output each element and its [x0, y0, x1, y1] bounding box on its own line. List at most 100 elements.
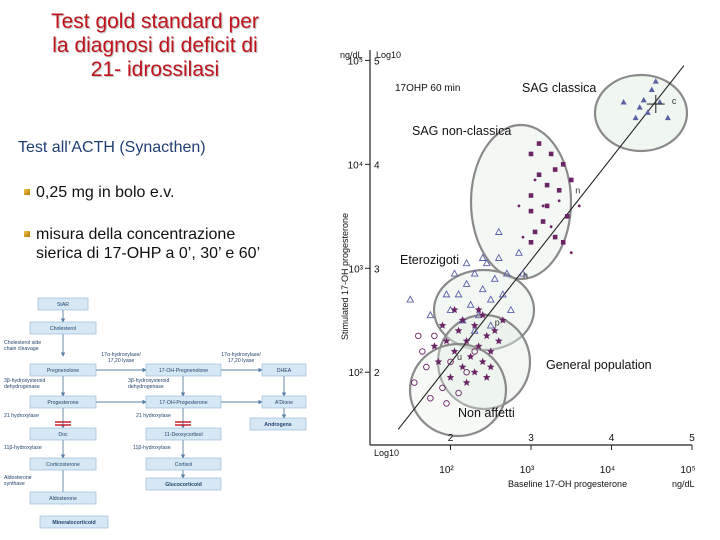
point-eterozigoti-24 — [514, 248, 523, 256]
ohp-scatter-chart: ng/dL Log10 ng/dL Log10 17OHP 60 min Bas… — [340, 50, 696, 489]
point-eterozigoti-12 — [470, 326, 479, 334]
node-glucocorticoid-box — [145, 477, 222, 491]
point-non-classica-extra-4 — [557, 199, 561, 203]
y-tick-label-5: 10⁵ — [348, 56, 363, 67]
node-11-deoxycortisol: 11-Deoxycortisol — [164, 432, 202, 438]
label-aldo-synthase-b: synthase — [4, 481, 25, 487]
node-androgens: Androgens — [264, 422, 291, 428]
point-general-population-2 — [450, 347, 459, 355]
node-doc: Doc — [58, 432, 68, 438]
point-non-classica-8 — [536, 141, 542, 146]
node-cortisol: Cortisol — [175, 462, 193, 468]
point-general-population-6 — [466, 352, 475, 360]
x-tick-log-4: 4 — [609, 433, 615, 444]
point-non-classica-14 — [568, 177, 574, 183]
point-eterozigoti-1 — [454, 290, 463, 298]
y-log-unit-label: Log10 — [376, 50, 401, 60]
point-label-h: h — [523, 271, 528, 281]
node-deoxycortisol-box — [145, 427, 222, 441]
label-lyase-2b: 17,20 lyase — [228, 358, 255, 364]
x-tick-log-2: 2 — [448, 433, 454, 444]
point-non-affetti-7 — [431, 332, 438, 340]
point-non-affetti-0 — [411, 379, 418, 386]
point-general-population-16 — [450, 305, 459, 314]
node-adione-box — [261, 395, 307, 409]
point-eterozigoti-18 — [450, 269, 459, 277]
point-non-classica-13 — [552, 234, 558, 240]
point-classica-2 — [648, 86, 655, 92]
point-general-population-17 — [478, 311, 487, 319]
point-non-classica-extra-7 — [569, 251, 573, 255]
point-general-population-12 — [446, 373, 455, 381]
node-dhea: DHEA — [277, 368, 292, 374]
slide-title: Test gold standard per la diagnosi di de… — [10, 10, 300, 82]
label-sag-nonclassica: SAG non-classica — [412, 124, 511, 138]
point-classica-8 — [640, 96, 647, 103]
point-general-population-4 — [458, 363, 467, 371]
label-general-population: General population — [546, 358, 652, 372]
label-eterozigoti: Eterozigoti — [400, 253, 459, 267]
point-eterozigoti-2 — [462, 279, 471, 287]
point-general-population-22 — [474, 305, 483, 314]
x-unit-label: ng/dL — [672, 479, 695, 489]
point-non-classica-7 — [556, 188, 562, 193]
y-tick-log-4: 4 — [374, 160, 380, 171]
point-eterozigoti-22 — [426, 310, 435, 319]
node-17oh-prog-box — [145, 395, 222, 409]
y-tick-label-4: 10⁴ — [348, 160, 363, 171]
subtitle: Test all’ACTH (Synacthen) — [18, 139, 206, 156]
title-line-3: 21- idrossilasi — [90, 58, 220, 81]
point-non-affetti-2 — [427, 394, 434, 402]
node-adione: A'Dione — [275, 400, 293, 406]
point-non-classica-extra-5 — [521, 235, 525, 239]
x-tick-label-3: 10³ — [520, 465, 535, 476]
label-11b-hydroxylase-a: 11β-hydroxylase — [4, 445, 42, 451]
point-non-classica-0 — [528, 151, 534, 157]
point-general-population-10 — [482, 331, 491, 340]
x-tick-label-5: 10⁵ — [680, 465, 695, 476]
point-general-population-18 — [438, 321, 447, 329]
label-sag-classica: SAG classica — [522, 81, 596, 95]
point-non-classica-16 — [560, 240, 566, 245]
node-star: StAR — [57, 302, 69, 308]
point-general-population-7 — [470, 321, 479, 329]
point-eterozigoti-6 — [478, 284, 487, 293]
point-non-classica-15 — [532, 229, 538, 235]
node-cortisol-box — [145, 457, 222, 471]
steroid-pathway-diagram: StAR Cholesterol Cholesterol side chain … — [4, 297, 307, 529]
point-general-population-20 — [462, 378, 471, 386]
point-non-affetti-3 — [439, 384, 446, 392]
point-eterozigoti-23 — [494, 227, 503, 235]
point-non-classica-extra-2 — [541, 204, 545, 208]
point-label-n: n — [575, 185, 580, 195]
point-eterozigoti-4 — [470, 269, 479, 277]
node-pregnenolone: Pregnenolone — [47, 368, 79, 374]
node-17oh-progesterone: 17-OH-Progesterone — [159, 400, 207, 406]
point-non-classica-12 — [564, 214, 570, 219]
point-general-population-24 — [430, 342, 439, 350]
point-label-p: p — [495, 317, 500, 327]
point-eterozigoti-21 — [406, 295, 415, 303]
label-hsd-1a: 3β-hydroxysteroid — [4, 378, 45, 384]
tick-marks — [365, 59, 693, 450]
point-eterozigoti-13 — [486, 321, 495, 329]
point-general-population-11 — [486, 347, 495, 355]
point-eterozigoti-10 — [494, 253, 503, 261]
label-side-chain-2: chain cleavage — [4, 346, 39, 352]
point-non-classica-extra-1 — [533, 178, 537, 182]
x-axis-title: Baseline 17-OH progesterone — [508, 479, 627, 489]
y-tick-label-3: 10³ — [349, 264, 364, 275]
point-general-population-9 — [478, 357, 487, 366]
point-non-classica-3 — [544, 182, 550, 188]
point-non-classica-17 — [528, 240, 534, 245]
point-eterozigoti-19 — [506, 305, 515, 313]
point-non-affetti-9 — [443, 400, 450, 407]
point-eterozigoti-20 — [442, 290, 451, 298]
node-aldosterone: Aldosterone — [49, 496, 77, 502]
node-pregnenolone-box — [29, 363, 97, 377]
point-general-population-13 — [458, 316, 467, 324]
point-classica-mean-0 — [646, 95, 665, 114]
point-label-c: c — [672, 96, 677, 106]
node-dhea-box — [261, 363, 307, 377]
title-line-1: Test gold standard per — [51, 10, 259, 33]
